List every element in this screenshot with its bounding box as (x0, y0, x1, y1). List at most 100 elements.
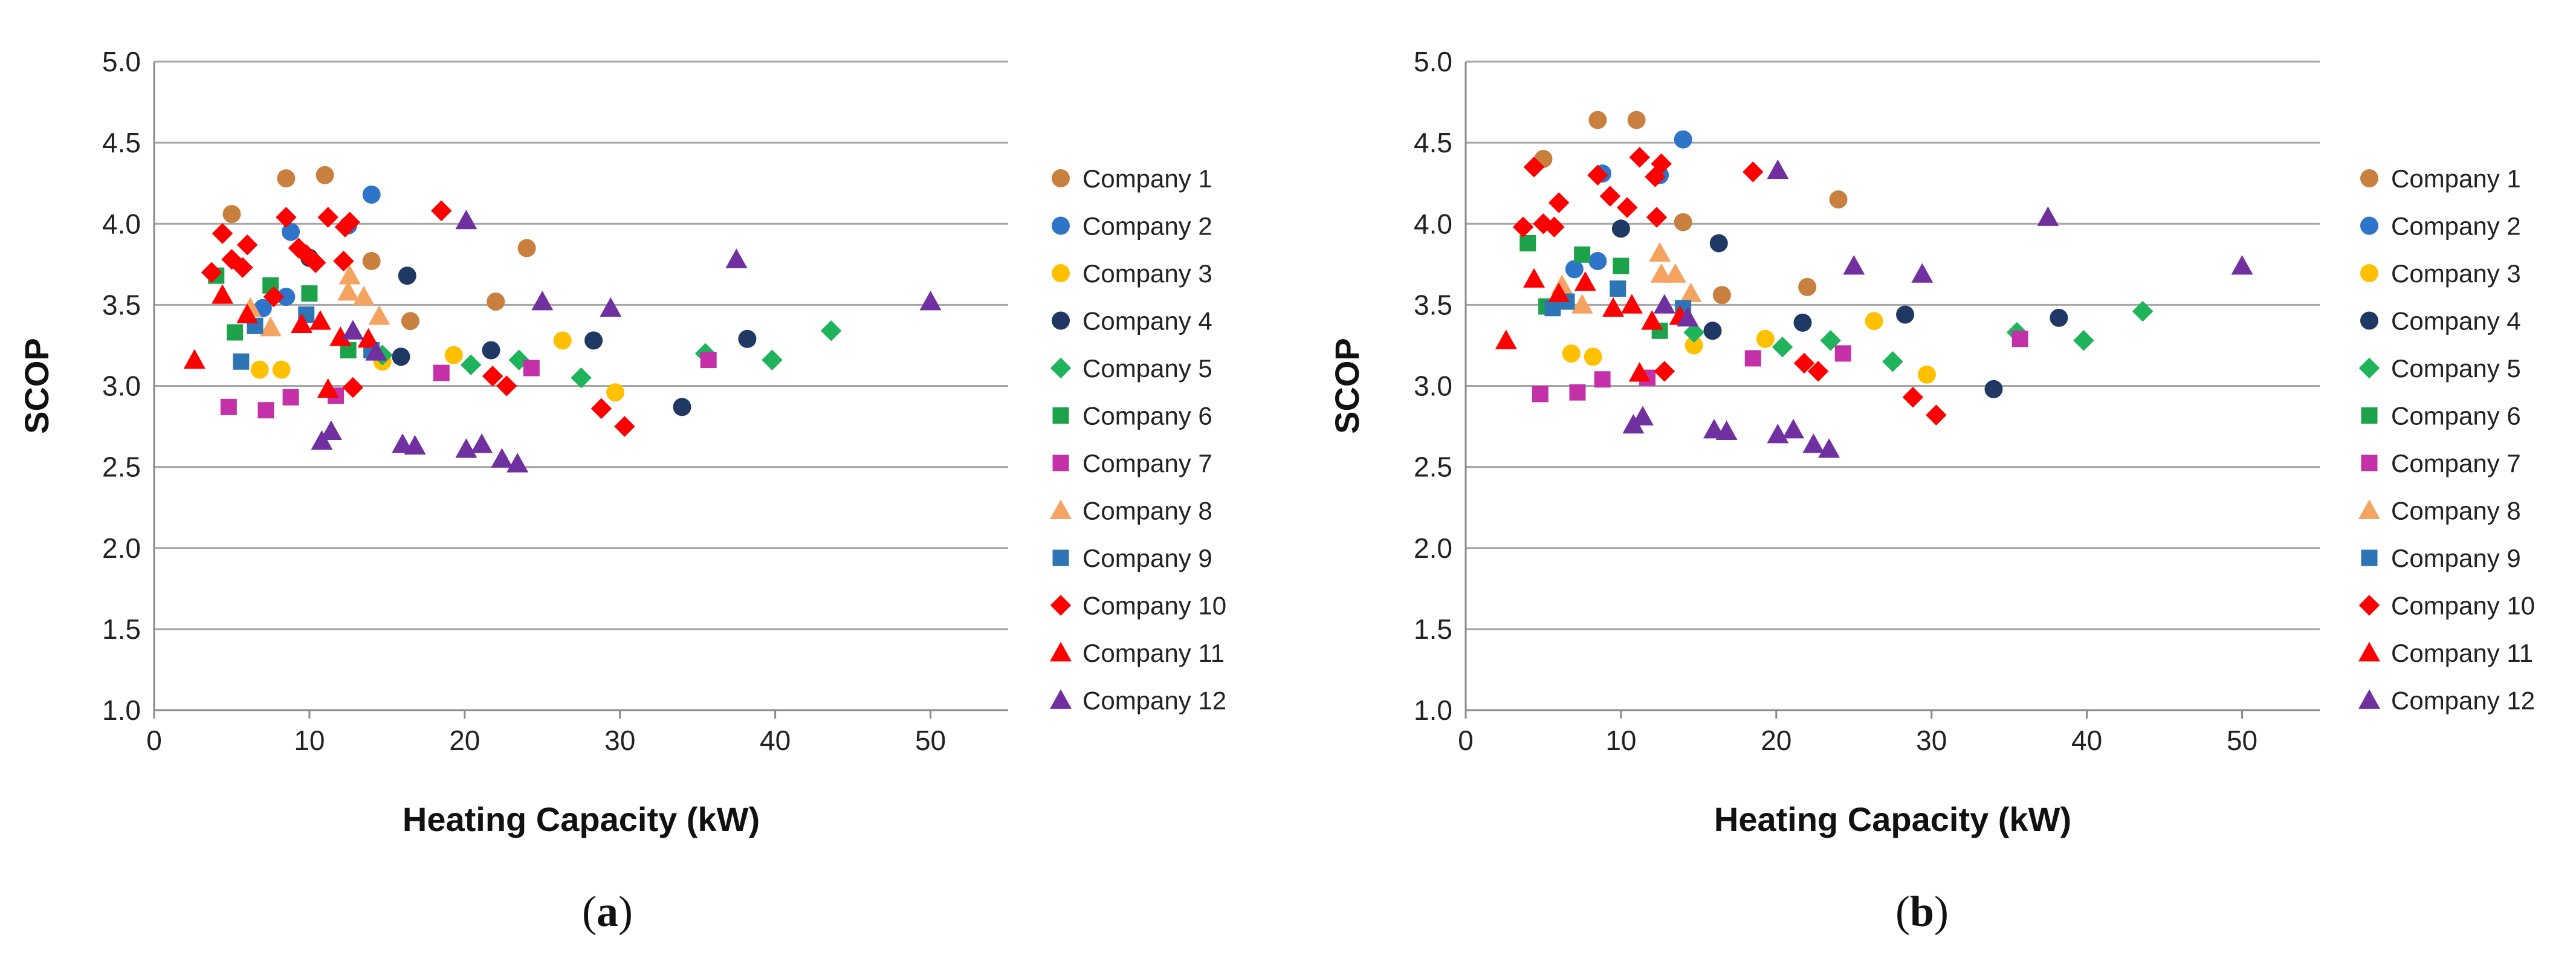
data-point (257, 402, 274, 419)
data-point (183, 349, 205, 369)
data-point (571, 367, 592, 389)
data-point (1584, 348, 1602, 366)
y-axis-ticks: 1.0 1.5 2.0 2.5 3.0 3.5 4.0 4.5 5.0 (102, 46, 141, 726)
legend-label: Company 7 (2391, 449, 2521, 477)
data-point (232, 257, 253, 278)
data-point (433, 364, 450, 381)
data-point (1984, 380, 2003, 398)
data-point (201, 262, 222, 283)
legend-marker (2358, 595, 2380, 616)
legend-marker (1052, 455, 1069, 471)
data-point (1807, 361, 1829, 382)
data-point (1767, 159, 1789, 180)
data-point (1495, 329, 1517, 349)
legend-item-company-2: Company 2 (1052, 212, 1212, 241)
data-point (305, 252, 326, 273)
data-point (460, 354, 482, 375)
data-point (1926, 404, 1947, 426)
data-point (233, 353, 250, 370)
data-point (600, 297, 622, 317)
data-point (487, 293, 505, 311)
data-point (523, 360, 540, 377)
data-point (1703, 322, 1722, 340)
x-tick-label: 30 (604, 725, 635, 756)
legend-label: Company 12 (1083, 687, 1226, 715)
data-point (212, 284, 234, 304)
data-point (1829, 190, 1848, 209)
legend-marker (2360, 264, 2378, 282)
y-axis-title: SCOP (1328, 338, 1366, 434)
data-point (919, 291, 942, 311)
data-point (1911, 263, 1934, 283)
data-point (222, 205, 241, 224)
data-point (1712, 286, 1731, 305)
legend-label: Company 12 (2391, 687, 2535, 715)
data-point (1544, 216, 1565, 238)
y-tick-label: 2.0 (1414, 532, 1452, 564)
data-point (282, 389, 299, 406)
data-point (362, 185, 381, 204)
legend-label: Company 1 (2391, 164, 2521, 193)
data-point (1544, 300, 1561, 317)
data-point (762, 349, 783, 370)
legend-item-company-8: Company 8 (1050, 497, 1212, 525)
legend-label: Company 6 (2391, 402, 2521, 430)
data-point (1650, 263, 1672, 283)
legend-item-company-8: Company 8 (2358, 497, 2521, 525)
data-point (329, 326, 352, 346)
x-tick-label: 40 (2071, 725, 2102, 756)
legend-marker (1052, 264, 1070, 282)
data-point (1918, 365, 1937, 384)
data-point (1631, 406, 1654, 425)
legend: Company 1 Company 2 Company 3 Company 4 Comp… (2358, 164, 2535, 715)
data-point (263, 286, 285, 308)
y-axis-ticks: 1.0 1.5 2.0 2.5 3.0 3.5 4.0 4.5 5.0 (1414, 46, 1452, 726)
data-points (183, 166, 942, 473)
data-point (1610, 280, 1626, 297)
legend-marker (2360, 311, 2378, 330)
data-point (1896, 305, 1915, 324)
legend-label: Company 10 (2391, 592, 2535, 620)
legend-label: Company 5 (1083, 354, 1212, 383)
legend-label: Company 9 (1083, 544, 1212, 572)
y-tick-label: 1.0 (102, 694, 141, 726)
data-point (236, 303, 259, 323)
data-point (1599, 186, 1621, 207)
data-point (1793, 352, 1815, 374)
data-point (1882, 351, 1903, 372)
series-company-11 (183, 284, 380, 398)
legend-marker (2361, 549, 2378, 566)
series-company-4 (1611, 219, 2068, 398)
legend-label: Company 8 (2391, 497, 2521, 525)
data-point (673, 398, 691, 416)
data-point (1628, 362, 1651, 382)
data-point (2050, 308, 2068, 327)
data-point (1611, 219, 1630, 238)
x-tick-label: 10 (1605, 725, 1636, 756)
legend-label: Company 4 (2391, 307, 2521, 335)
data-point (820, 320, 842, 341)
data-point (277, 287, 296, 306)
data-point (1523, 268, 1545, 288)
y-tick-label: 2.5 (1414, 451, 1452, 483)
data-point (591, 398, 612, 419)
y-tick-label: 3.0 (1414, 370, 1452, 402)
data-point (220, 398, 237, 415)
x-tick-label: 20 (449, 725, 480, 756)
x-axis-ticks: 0 10 20 30 40 50 (1458, 710, 2257, 756)
data-point (401, 312, 419, 331)
data-point (337, 280, 360, 301)
y-tick-label: 1.0 (1414, 694, 1452, 726)
data-point (1565, 260, 1584, 279)
data-point (317, 207, 338, 228)
x-axis-ticks: 0 10 20 30 40 50 (146, 710, 946, 756)
data-point (1674, 213, 1692, 231)
x-tick-label: 30 (1916, 725, 1947, 756)
data-point (1571, 294, 1593, 314)
data-point (606, 383, 625, 402)
data-point (1523, 157, 1545, 178)
x-tick-label: 50 (915, 725, 946, 756)
series-company-7 (1532, 331, 2028, 403)
data-point (236, 234, 258, 256)
